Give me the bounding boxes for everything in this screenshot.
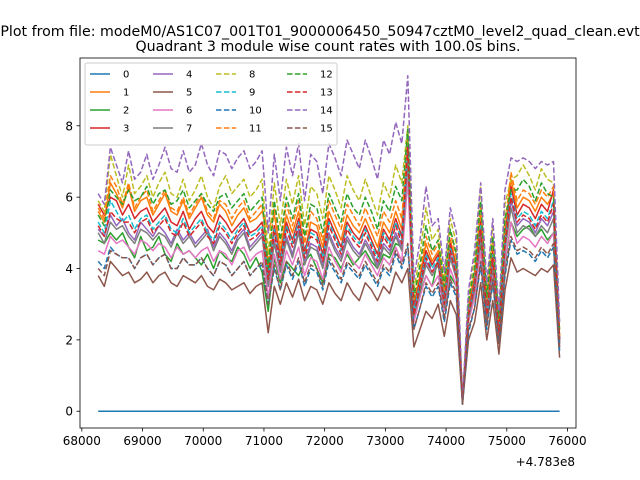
x-tick-label: 75000 xyxy=(488,434,526,448)
plot-frame xyxy=(79,57,577,429)
series-lines xyxy=(97,75,561,412)
legend-label-6: 6 xyxy=(186,106,192,117)
legend-label-4: 4 xyxy=(186,70,192,81)
legend-label-1: 1 xyxy=(123,88,129,99)
series-line-15 xyxy=(97,235,561,405)
y-tick-label: 4 xyxy=(65,262,73,276)
legend-label-3: 3 xyxy=(123,124,129,135)
chart-title: Quadrant 3 module wise count rates with … xyxy=(135,39,520,55)
x-tick-label: 73000 xyxy=(366,434,404,448)
legend-label-13: 13 xyxy=(320,88,333,99)
series-line-12 xyxy=(97,128,561,402)
x-tick-label: 72000 xyxy=(306,434,344,448)
x-tick-label: 70000 xyxy=(184,434,222,448)
y-tick-label: 6 xyxy=(65,191,73,205)
series-line-6 xyxy=(97,178,561,402)
legend-label-8: 8 xyxy=(249,70,255,81)
legend-frame xyxy=(84,62,338,146)
series-line-11 xyxy=(97,135,561,402)
legend-label-12: 12 xyxy=(320,70,333,81)
legend-label-9: 9 xyxy=(249,88,255,99)
legend-label-0: 0 xyxy=(123,70,129,81)
x-tick-label: 69000 xyxy=(123,434,161,448)
x-tick-label: 68000 xyxy=(63,434,101,448)
x-axis: 68000 69000 70000 71000 72000 73000 74000 75000… xyxy=(63,428,587,448)
legend-label-15: 15 xyxy=(320,124,333,135)
y-axis: 0 2 4 6 8 xyxy=(65,119,80,419)
x-tick-label: 74000 xyxy=(427,434,465,448)
legend-label-2: 2 xyxy=(123,106,129,117)
legend-label-10: 10 xyxy=(249,106,262,117)
x-tick-label: 71000 xyxy=(245,434,283,448)
legend-label-11: 11 xyxy=(249,124,262,135)
series-line-3 xyxy=(97,135,561,402)
y-tick-label: 8 xyxy=(65,119,73,133)
y-tick-label: 0 xyxy=(65,405,73,419)
series-line-13 xyxy=(97,146,561,402)
x-tick-label: 76000 xyxy=(548,434,586,448)
x-offset-text: +4.783e8 xyxy=(516,455,575,469)
y-tick-label: 2 xyxy=(65,333,73,347)
legend-label-7: 7 xyxy=(186,124,192,135)
legend-label-5: 5 xyxy=(186,88,192,99)
series-line-5 xyxy=(97,257,561,405)
legend-label-14: 14 xyxy=(320,106,333,117)
chart-suptitle: Plot from file: modeM0/AS1C07_001T01_900… xyxy=(0,24,640,40)
